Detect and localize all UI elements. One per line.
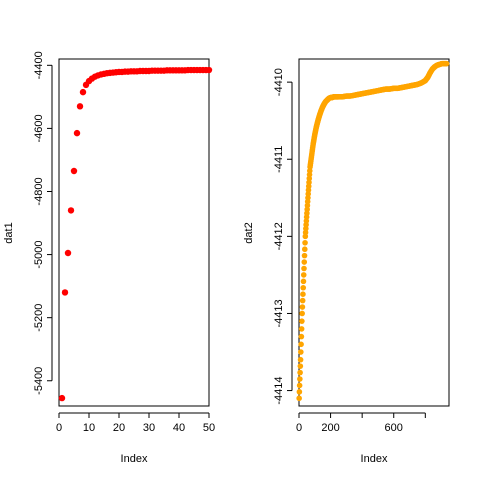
data-point [67,207,75,214]
y-tick-label: -4413 [273,299,285,327]
y-tick-label: -4800 [33,177,45,205]
data-point [297,376,303,382]
panel-dat1: 0 10 20 30 40 50 -5400 -5200 -5000 -4800 -4600 -44… [3,51,215,465]
x-axis: 0 10 20 30 40 50 [56,412,215,434]
data-point [297,363,304,369]
data-point [296,389,303,395]
x-tick-label: 50 [203,422,215,434]
x-tick-label: 30 [143,422,155,434]
y-tick-label: -5000 [33,241,45,269]
data-point [298,333,305,340]
data-point [300,284,307,291]
data-point [61,289,69,296]
data-point [79,88,87,96]
data-point [76,103,84,110]
y-tick-label: -4414 [273,377,285,405]
data-points [296,60,450,402]
data-point [300,291,306,297]
y-tick-label: -4410 [273,68,285,96]
y-tick-label: -4411 [273,146,285,173]
x-axis-title: Index [361,453,388,465]
x-axis-title: Index [121,453,148,465]
y-tick-label: -4600 [33,114,45,142]
data-point [296,395,302,402]
x-tick-label: 40 [173,422,185,434]
plot-frame [298,58,450,407]
data-point [302,239,308,246]
data-point [300,272,307,278]
y-tick-label: -4412 [273,222,285,250]
data-point [73,129,81,137]
data-point [301,265,307,272]
data-point [298,341,304,348]
y-tick-label: -5400 [33,367,45,395]
x-tick-label: 200 [321,422,339,434]
data-point [301,252,308,259]
data-point [301,246,308,253]
y-tick-label: -5200 [33,304,45,332]
data-point [70,167,78,175]
data-point [297,369,303,376]
y-axis: -5400 -5200 -5000 -4800 -4600 -4400 [33,51,53,395]
data-point [58,394,66,402]
data-point [64,249,72,257]
data-point [299,318,305,324]
x-tick-label: 600 [385,422,403,434]
x-tick-label: 20 [113,422,125,434]
y-axis-title: dat2 [243,222,255,243]
data-point [299,310,305,317]
x-tick-label: 10 [83,422,95,434]
data-point [300,278,307,285]
data-point [297,356,304,363]
data-point [443,60,450,67]
panel-dat2: 0 200 600 -4414-4413-4412-4411-4410 Index … [243,58,450,465]
data-point [298,349,304,355]
x-tick-label: 0 [56,422,62,434]
data-points [58,66,213,402]
y-axis-title: dat1 [3,222,15,243]
data-point [205,66,213,74]
data-point [298,326,305,332]
y-axis: -4414 -4413 -4412 -4411 -4410 [273,68,293,405]
x-tick-label: 0 [296,422,302,434]
data-point [299,297,306,304]
plot-frame [58,58,210,407]
data-point [296,382,303,389]
x-axis: 0 200 600 [296,412,426,434]
data-point [301,259,308,265]
y-tick-label: -4400 [33,51,45,79]
data-point [299,304,306,310]
